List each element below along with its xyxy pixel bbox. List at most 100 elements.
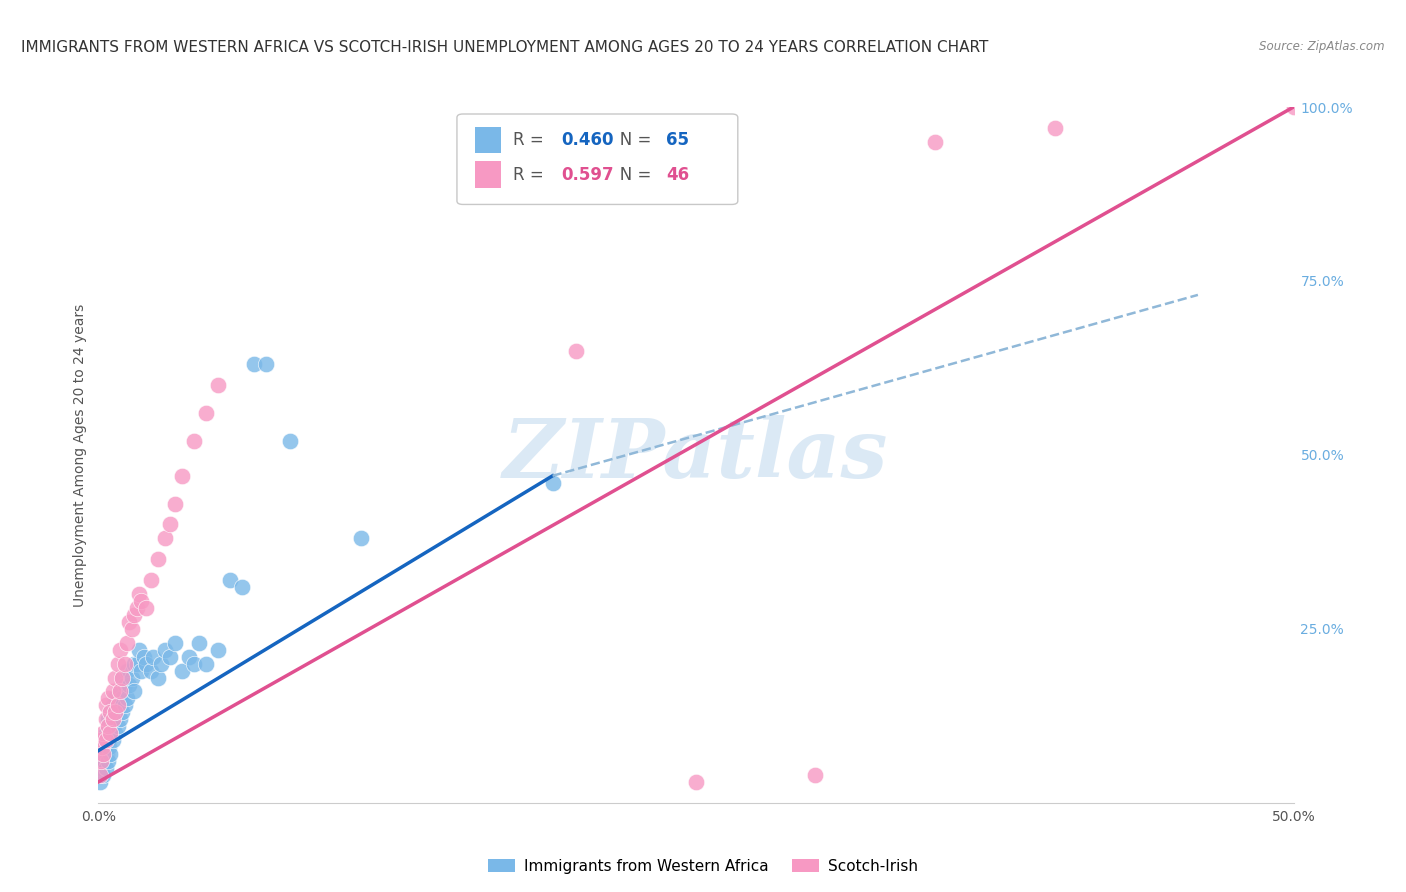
Point <box>135 657 157 671</box>
Point <box>121 622 143 636</box>
Point <box>91 747 114 761</box>
Text: 46: 46 <box>666 166 689 184</box>
Point <box>98 706 122 720</box>
Point <box>101 712 124 726</box>
Point <box>108 712 131 726</box>
Text: N =: N = <box>605 131 657 149</box>
Point <box>98 726 122 740</box>
Point <box>101 698 124 713</box>
Y-axis label: Unemployment Among Ages 20 to 24 years: Unemployment Among Ages 20 to 24 years <box>73 303 87 607</box>
Point <box>89 775 111 789</box>
Point <box>183 434 205 448</box>
Point <box>125 601 148 615</box>
Point <box>132 649 155 664</box>
Text: IMMIGRANTS FROM WESTERN AFRICA VS SCOTCH-IRISH UNEMPLOYMENT AMONG AGES 20 TO 24 : IMMIGRANTS FROM WESTERN AFRICA VS SCOTCH… <box>21 40 988 55</box>
Point <box>91 754 114 768</box>
Point <box>541 475 564 490</box>
Point <box>148 552 170 566</box>
Point <box>155 532 177 546</box>
Point <box>207 642 229 657</box>
Point <box>685 775 707 789</box>
Text: Source: ZipAtlas.com: Source: ZipAtlas.com <box>1260 40 1385 54</box>
Point <box>94 726 117 740</box>
Point <box>131 664 153 678</box>
Point <box>108 642 131 657</box>
Point <box>131 594 153 608</box>
Point <box>107 698 129 713</box>
Point <box>115 691 138 706</box>
Point <box>101 733 124 747</box>
Point <box>124 684 146 698</box>
Point <box>115 636 138 650</box>
Point <box>114 698 136 713</box>
Point <box>114 677 136 691</box>
Point <box>104 691 127 706</box>
FancyBboxPatch shape <box>457 114 738 204</box>
Legend: Immigrants from Western Africa, Scotch-Irish: Immigrants from Western Africa, Scotch-I… <box>481 853 925 880</box>
Text: R =: R = <box>513 131 550 149</box>
Point <box>107 657 129 671</box>
Point <box>254 358 277 372</box>
Point <box>91 740 114 755</box>
Point <box>195 406 218 420</box>
Point <box>94 761 117 775</box>
Point <box>90 733 112 747</box>
FancyBboxPatch shape <box>475 161 501 187</box>
Point <box>149 657 172 671</box>
Point <box>1043 120 1066 135</box>
Point <box>108 684 131 698</box>
Point <box>96 747 118 761</box>
Point <box>91 726 114 740</box>
Point <box>107 719 129 733</box>
Point <box>1282 100 1305 114</box>
Point <box>219 573 242 587</box>
Point <box>350 532 373 546</box>
Point <box>159 649 181 664</box>
Point <box>128 587 150 601</box>
Point <box>128 642 150 657</box>
Point <box>565 343 588 358</box>
Point <box>94 698 117 713</box>
Point <box>111 691 134 706</box>
Point <box>97 754 120 768</box>
Point <box>207 378 229 392</box>
Point <box>98 726 122 740</box>
Point <box>804 768 827 782</box>
Point <box>924 135 946 149</box>
Point <box>93 754 115 768</box>
Point <box>107 698 129 713</box>
Text: 0.460: 0.460 <box>561 131 613 149</box>
Point <box>94 712 117 726</box>
Point <box>172 468 194 483</box>
Point <box>243 358 266 372</box>
Point <box>94 733 117 747</box>
Point <box>111 671 134 685</box>
Point <box>142 649 165 664</box>
Point <box>101 684 124 698</box>
Point <box>111 706 134 720</box>
Point <box>91 747 114 761</box>
Point <box>135 601 157 615</box>
Text: 0.597: 0.597 <box>561 166 613 184</box>
Point <box>195 657 218 671</box>
Point <box>98 747 122 761</box>
Point <box>94 740 117 755</box>
Point <box>108 684 131 698</box>
Text: 65: 65 <box>666 131 689 149</box>
Point <box>155 642 177 657</box>
Point <box>124 657 146 671</box>
Point <box>90 761 112 775</box>
Point <box>89 768 111 782</box>
Point <box>231 580 253 594</box>
Point <box>104 706 127 720</box>
Point <box>93 733 115 747</box>
Point <box>91 740 114 755</box>
Point <box>125 657 148 671</box>
Text: ZIPatlas: ZIPatlas <box>503 415 889 495</box>
Point <box>118 615 141 629</box>
Point <box>90 754 112 768</box>
Point <box>118 677 141 691</box>
Point <box>121 671 143 685</box>
Point <box>159 517 181 532</box>
Point <box>172 664 194 678</box>
